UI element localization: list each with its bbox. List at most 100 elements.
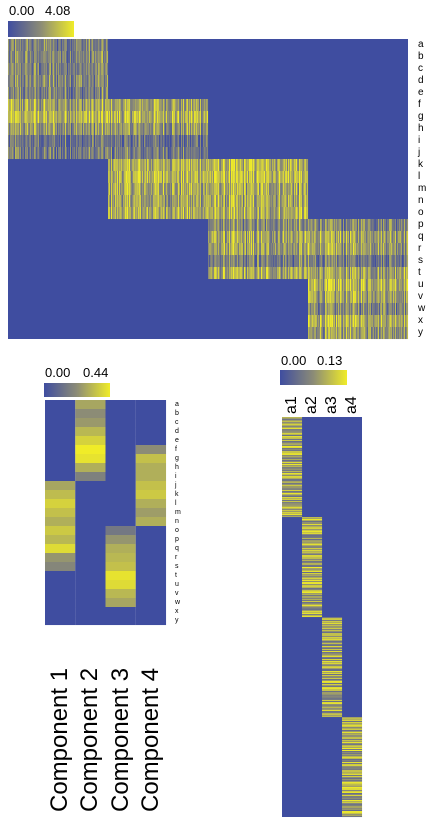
heatmap-1-cell [28,111,30,124]
heatmap-1-cell [105,87,107,100]
heatmap-1-cell [316,315,318,328]
heatmap-1-cell [289,255,291,268]
heatmap-3-cell [322,684,343,686]
heatmap-1-cell [385,291,387,304]
heatmap-1-cell [406,303,408,316]
heatmap-1-cell [390,327,392,340]
heatmap-1-cell [64,135,66,148]
heatmap-1-cell [302,171,304,184]
heatmap-1-cell [300,267,302,280]
heatmap-1-cell [108,207,110,220]
heatmap-1-cell [65,135,67,148]
heatmap-1-cell [309,303,311,316]
heatmap-1-cell [267,231,269,244]
heatmap-1-cell [129,135,131,148]
heatmap-1-row-label: h [418,123,424,134]
heatmap-1-cell [111,195,113,208]
heatmap-1-cell [110,195,112,208]
heatmap-2-cell [75,616,106,626]
heatmap-1-cell [161,111,163,124]
heatmap-3-cell [302,549,323,551]
heatmap-1-cell [353,315,355,328]
heatmap-1-cell [330,303,332,316]
heatmap-1-cell [248,159,250,172]
heatmap-1-cell [88,147,90,160]
heatmap-1-cell [137,171,139,184]
heatmap-1-cell [400,231,402,244]
heatmap-1-cell [101,75,103,88]
heatmap-1-cell [218,267,220,280]
heatmap-1-cell [303,207,305,220]
heatmap-1-cell [389,267,391,280]
heatmap-1-cell [360,231,362,244]
heatmap-1-cell [128,207,130,220]
heatmap-1-cell [125,123,127,136]
heatmap-1-cell [222,255,224,268]
heatmap-1-cell [388,327,390,340]
heatmap-1-cell [386,291,388,304]
heatmap-1-cell [151,123,153,136]
heatmap-1-cell [318,231,320,244]
heatmap-1-cell [238,267,240,280]
heatmap-1-cell [329,231,331,244]
heatmap-1-cell [154,99,156,112]
heatmap-1-cell [307,183,309,196]
heatmap-1-cell [29,63,31,76]
heatmap-1-cell [226,183,228,196]
heatmap-1-cell [28,123,30,136]
heatmap-1-row-label: q [418,231,424,242]
heatmap-1-cell [26,63,28,76]
heatmap-2-cell [105,526,136,536]
heatmap-1-cell [332,243,334,256]
heatmap-1-cell [315,291,317,304]
heatmap-1-cell [69,75,71,88]
heatmap-1-cell [371,255,373,268]
heatmap-1-cell [29,51,31,64]
heatmap-1-cell [106,51,108,64]
heatmap-1-cell [191,99,193,112]
heatmap-1-cell [225,231,227,244]
heatmap-1-cell [120,159,122,172]
heatmap-1-cell [352,243,354,256]
heatmap-3-cell [282,511,303,513]
heatmap-1-cell [174,123,176,136]
heatmap-1-cell [149,111,151,124]
heatmap-1-cell [276,159,278,172]
heatmap-1-cell [51,63,53,76]
heatmap-1-cell [196,123,198,136]
heatmap-2-cell [75,418,106,428]
heatmap-1-cell [272,207,274,220]
heatmap-1-cell [379,243,381,256]
heatmap-1-cell [236,267,238,280]
heatmap-1-cell [132,147,134,160]
heatmap-1-cell [43,63,45,76]
heatmap-1-cell [329,219,331,232]
heatmap-1-cell [61,111,63,124]
heatmap-3-cell [322,676,343,678]
heatmap-1-cell [339,315,341,328]
heatmap-1-cell [64,123,66,136]
heatmap-3-cell [342,762,363,764]
heatmap-3-cell [282,475,303,477]
heatmap-1-cell [81,63,83,76]
heatmap-1-cell [23,63,25,76]
heatmap-3-cell [282,502,303,504]
heatmap-1-cell [148,123,150,136]
heatmap-1-cell [285,171,287,184]
heatmap-1-cell [63,87,65,100]
heatmap-1-cell [176,99,178,112]
heatmap-1-cell [407,267,409,280]
heatmap-1-cell [138,183,140,196]
heatmap-1-cell [385,315,387,328]
heatmap-3-cell [322,697,343,699]
heatmap-1-cell [366,267,368,280]
heatmap-1-cell [327,243,329,256]
heatmap-1-cell [217,183,219,196]
heatmap-1-cell [173,147,175,160]
heatmap-1-cell [42,99,44,112]
heatmap-1-cell [95,75,97,88]
heatmap-1-cell [72,135,74,148]
heatmap-1-cell [198,207,200,220]
heatmap-1-cell [375,243,377,256]
heatmap-1-cell [198,159,200,172]
